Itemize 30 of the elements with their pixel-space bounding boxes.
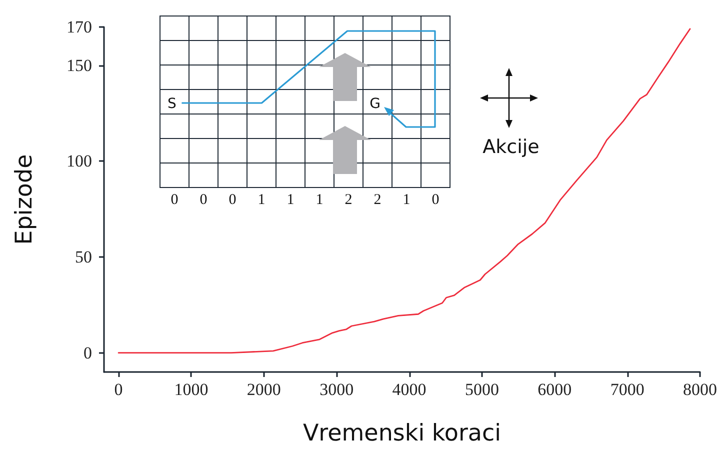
x-tick-label: 4000 <box>392 380 426 399</box>
annotation: 0 <box>200 192 208 208</box>
annotation: S <box>168 96 177 112</box>
y-tick-label: 150 <box>66 56 92 75</box>
annotation: Akcije <box>482 136 540 158</box>
annotation: 0 <box>228 192 236 208</box>
annotation: 0 <box>170 192 178 208</box>
annotation: 1 <box>286 192 294 208</box>
x-tick-label: 8000 <box>683 380 717 399</box>
annotation: 1 <box>258 192 266 208</box>
annotation: G <box>370 96 380 112</box>
x-tick-label: 2000 <box>246 380 281 399</box>
x-tick-label: 3000 <box>320 380 354 399</box>
annotation: 2 <box>344 192 352 208</box>
annotation: 0 <box>432 192 440 208</box>
annotation: 1 <box>316 192 324 208</box>
y-tick-label: 100 <box>66 152 92 171</box>
y-tick-label: 50 <box>75 248 92 266</box>
annotation: 1 <box>402 192 410 208</box>
x-tick-label: 7000 <box>610 380 644 399</box>
x-tick-label: 0 <box>114 380 123 399</box>
x-axis-title: Vremenski koraci <box>302 420 502 446</box>
y-tick-label: 0 <box>84 343 92 362</box>
y-tick-label: 170 <box>66 18 92 36</box>
line-series <box>118 28 691 354</box>
annotation: 2 <box>374 192 382 208</box>
x-tick-label: 1000 <box>174 380 208 399</box>
y-axis-title: Epizode <box>12 154 38 245</box>
x-tick-label: 5000 <box>464 380 499 399</box>
x-tick-label: 6000 <box>538 380 572 399</box>
